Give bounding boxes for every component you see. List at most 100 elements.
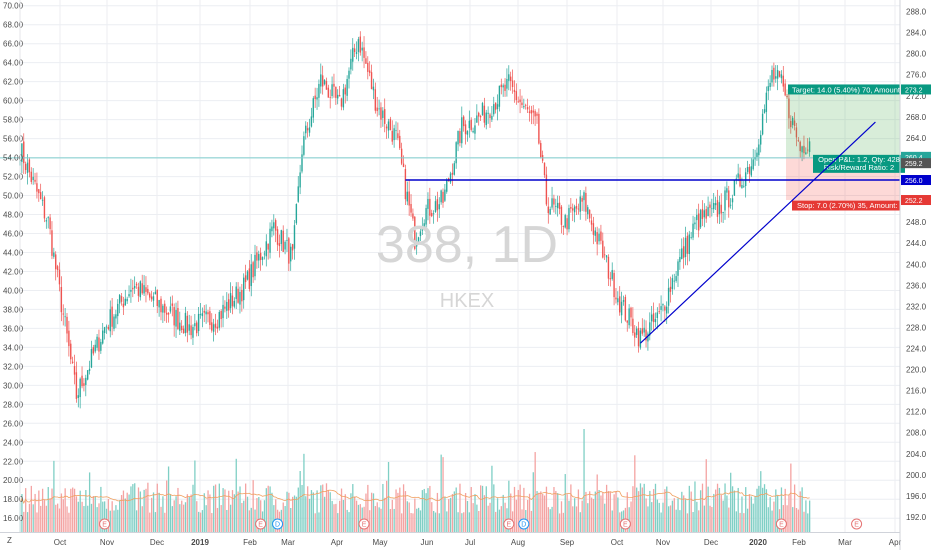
volume-bar	[630, 501, 632, 532]
earnings-marker[interactable]: E	[255, 518, 267, 530]
target-zone[interactable]	[786, 89, 900, 157]
dividend-marker[interactable]: D	[272, 518, 284, 530]
dividend-marker[interactable]: D	[518, 518, 530, 530]
earnings-marker[interactable]: E	[775, 518, 787, 530]
long-position-tool[interactable]: Target: 14.0 (5.40%) 70, Amount: 35 Stop:…	[0, 84, 913, 211]
candle	[197, 307, 200, 337]
volume-bar	[21, 494, 23, 532]
candle	[231, 286, 234, 315]
candle	[365, 51, 367, 64]
volume-bar	[748, 494, 751, 532]
volume-bar	[461, 513, 463, 532]
volume-bar	[184, 502, 187, 532]
volume-bar	[284, 506, 286, 532]
volume-bar	[222, 488, 224, 532]
volume-bar	[681, 491, 683, 532]
candle	[778, 70, 781, 78]
volume-bar	[498, 509, 501, 532]
candle	[241, 283, 243, 312]
x-tick-label: Aug	[511, 538, 525, 547]
candle	[600, 224, 602, 245]
volume-moving-average	[19, 489, 810, 504]
candle	[98, 329, 100, 360]
volume-bar	[688, 485, 690, 532]
volume-bar	[510, 493, 512, 532]
volume-bar	[632, 486, 634, 532]
volume-bar	[476, 504, 478, 532]
candle	[805, 147, 807, 155]
volume-bar	[652, 489, 655, 532]
volume-bar	[241, 503, 243, 532]
candle	[419, 227, 422, 241]
candle	[707, 196, 709, 217]
volume-bar	[252, 480, 254, 532]
volume-bar	[194, 460, 196, 532]
volume-bar	[36, 512, 38, 532]
left-tick-label: 34.00	[3, 343, 24, 352]
candle	[212, 318, 215, 342]
right-tick-label: 236.0	[906, 281, 927, 290]
candle	[117, 299, 119, 325]
candle	[697, 203, 700, 238]
volume-bar	[316, 490, 318, 532]
candle	[807, 138, 809, 154]
drawing-overlays[interactable]	[405, 121, 900, 344]
trend-line[interactable]	[639, 121, 876, 344]
candle	[34, 172, 36, 185]
candle	[363, 36, 365, 69]
price-badge: 256.0	[901, 175, 931, 186]
candle	[88, 360, 91, 375]
earnings-marker[interactable]: E	[851, 518, 863, 530]
earnings-marker[interactable]: E	[99, 518, 111, 530]
volume-bar	[730, 472, 732, 532]
volume-bar	[164, 512, 166, 532]
candle	[690, 231, 692, 240]
candle	[566, 214, 568, 236]
candle	[120, 292, 123, 306]
candle	[464, 120, 467, 145]
candle	[62, 304, 64, 326]
candle	[701, 200, 704, 227]
earnings-marker[interactable]: E	[358, 518, 370, 530]
volume-bar	[636, 487, 638, 532]
candle	[675, 271, 677, 283]
candle	[660, 295, 662, 322]
candle	[491, 106, 493, 123]
candle	[205, 304, 207, 324]
candle	[352, 38, 354, 71]
candle	[664, 305, 666, 322]
volume-bar	[656, 499, 659, 532]
earnings-marker[interactable]: E	[619, 518, 631, 530]
volume-bar	[451, 493, 454, 532]
candle	[378, 99, 380, 116]
volume-bar	[199, 512, 202, 532]
candle	[641, 318, 643, 336]
volume-bar	[57, 503, 59, 532]
candle	[184, 306, 187, 337]
candle	[105, 324, 108, 334]
candle	[149, 291, 151, 301]
volume-bar	[489, 502, 491, 532]
candle	[103, 326, 106, 340]
volume-bar	[431, 502, 433, 532]
svg-text:E: E	[506, 522, 511, 529]
earnings-marker[interactable]: E	[503, 518, 515, 530]
candle	[662, 303, 664, 312]
candle	[556, 195, 559, 217]
volume-bar	[245, 483, 247, 532]
volume-bar	[790, 463, 792, 532]
candle	[417, 236, 420, 244]
candle	[724, 186, 726, 220]
candle	[335, 86, 337, 105]
candle	[333, 73, 335, 98]
candle	[438, 197, 440, 219]
candle	[152, 292, 155, 308]
candle	[111, 297, 113, 336]
candle	[639, 327, 642, 350]
volume-bar	[519, 484, 521, 532]
candle	[476, 104, 478, 123]
